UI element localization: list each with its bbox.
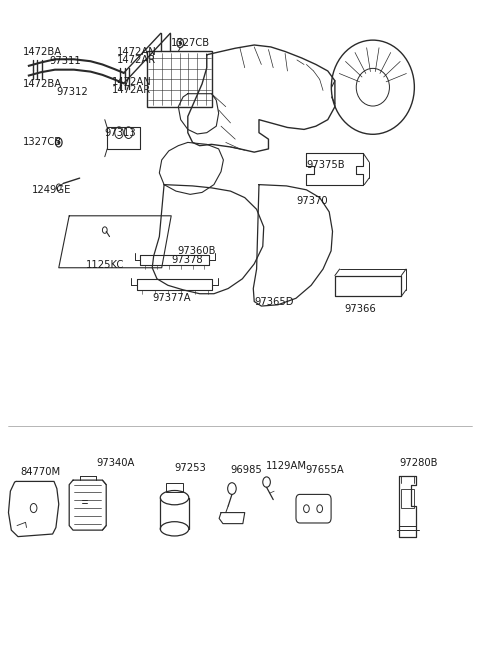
Circle shape [58, 141, 60, 143]
Text: 97360B: 97360B [178, 246, 216, 256]
Bar [147, 52, 212, 107]
Text: 97377A: 97377A [153, 293, 192, 303]
Text: 1129AM: 1129AM [265, 462, 307, 472]
Text: 97340A: 97340A [96, 458, 135, 468]
Text: 97365D: 97365D [254, 297, 294, 307]
Text: 97655A: 97655A [305, 466, 344, 476]
Text: 1249GE: 1249GE [32, 185, 72, 195]
Text: 1472AN: 1472AN [112, 77, 152, 87]
Text: 96985: 96985 [230, 466, 262, 476]
Text: 97313: 97313 [105, 128, 136, 138]
Text: 1472AR: 1472AR [117, 55, 156, 65]
Text: 1472AN: 1472AN [117, 47, 156, 57]
Text: 1472BA: 1472BA [23, 47, 62, 57]
Text: 97280B: 97280B [399, 458, 438, 468]
Text: 97311: 97311 [49, 56, 81, 66]
Circle shape [179, 42, 181, 45]
Text: 1327CB: 1327CB [23, 138, 62, 147]
Text: 97375B: 97375B [306, 160, 345, 170]
Text: 97366: 97366 [344, 305, 376, 314]
Text: 97312: 97312 [56, 87, 88, 98]
Text: 1125KC: 1125KC [86, 260, 124, 270]
Text: 1327CB: 1327CB [171, 38, 210, 48]
Bar [166, 483, 183, 493]
Text: 1472BA: 1472BA [23, 79, 62, 89]
Text: 97370: 97370 [296, 196, 328, 206]
Text: 97378: 97378 [171, 255, 203, 265]
Text: 84770M: 84770M [21, 466, 61, 477]
Text: 1472AR: 1472AR [112, 84, 151, 95]
Bar [401, 489, 414, 508]
Text: 97253: 97253 [175, 463, 206, 473]
